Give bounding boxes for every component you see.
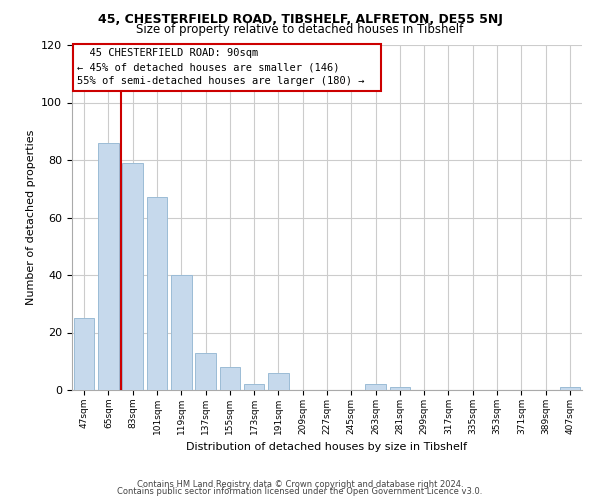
Bar (365, 384, 386, 390)
Bar (171, 275, 191, 390)
Bar (98, 143, 119, 390)
Text: Contains HM Land Registry data © Crown copyright and database right 2024.: Contains HM Land Registry data © Crown c… (137, 480, 463, 489)
Bar (268, 373, 289, 390)
Bar (195, 352, 216, 390)
Text: Contains public sector information licensed under the Open Government Licence v3: Contains public sector information licen… (118, 487, 482, 496)
Text: 45, CHESTERFIELD ROAD, TIBSHELF, ALFRETON, DE55 5NJ: 45, CHESTERFIELD ROAD, TIBSHELF, ALFRETO… (98, 12, 502, 26)
X-axis label: Distribution of detached houses by size in Tibshelf: Distribution of detached houses by size … (187, 442, 467, 452)
Bar (244, 384, 265, 390)
Bar (220, 367, 240, 390)
Text: Size of property relative to detached houses in Tibshelf: Size of property relative to detached ho… (136, 22, 464, 36)
Text: 45 CHESTERFIELD ROAD: 90sqm
← 45% of detached houses are smaller (146)
55% of se: 45 CHESTERFIELD ROAD: 90sqm ← 45% of det… (77, 48, 377, 86)
Y-axis label: Number of detached properties: Number of detached properties (26, 130, 35, 305)
Bar (389, 387, 410, 390)
Bar (74, 318, 94, 390)
Bar (122, 163, 143, 390)
Bar (560, 387, 580, 390)
Bar (146, 198, 167, 390)
